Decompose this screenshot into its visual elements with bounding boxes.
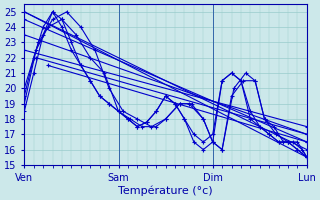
X-axis label: Température (°c): Température (°c) (118, 185, 213, 196)
